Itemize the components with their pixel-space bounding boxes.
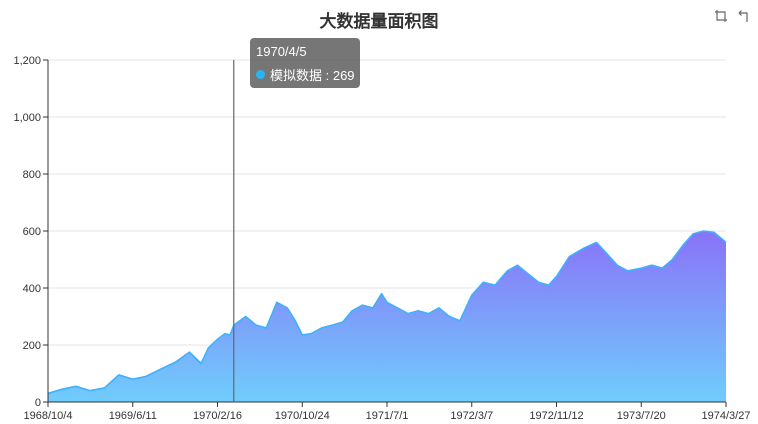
tooltip-date: 1970/4/5 (256, 44, 307, 59)
chart-title: 大数据量面积图 (319, 12, 439, 31)
x-tick-label: 1968/10/4 (24, 410, 73, 422)
y-tick-label: 800 (23, 169, 41, 181)
x-tick-label: 1974/3/27 (702, 410, 751, 422)
series-area (48, 231, 726, 402)
chart-toolbox (714, 9, 750, 23)
x-tick-label: 1973/7/20 (617, 410, 666, 422)
y-tick-label: 400 (23, 283, 41, 295)
zoom-icon[interactable] (714, 9, 728, 23)
x-tick-label: 1972/11/12 (529, 410, 583, 422)
y-tick-label: 200 (23, 340, 41, 352)
series-line (47, 230, 727, 395)
x-tick-label: 1971/7/1 (366, 410, 409, 422)
y-tick-label: 1,000 (13, 112, 41, 124)
chart-tooltip: 1970/4/5 模拟数据 : 269 (250, 38, 360, 88)
x-tick-label: 1969/6/11 (109, 410, 157, 422)
tooltip-series-dot (256, 70, 265, 79)
x-tick-label: 1970/2/16 (193, 410, 242, 422)
restore-icon[interactable] (736, 9, 750, 23)
y-tick-label: 0 (35, 397, 41, 409)
tooltip-series-label: 模拟数据 : 269 (270, 68, 355, 83)
y-tick-label: 1,200 (13, 55, 41, 67)
y-tick-label: 600 (23, 226, 41, 238)
x-tick-label: 1970/10/24 (275, 410, 330, 422)
x-tick-label: 1972/3/7 (450, 410, 493, 422)
